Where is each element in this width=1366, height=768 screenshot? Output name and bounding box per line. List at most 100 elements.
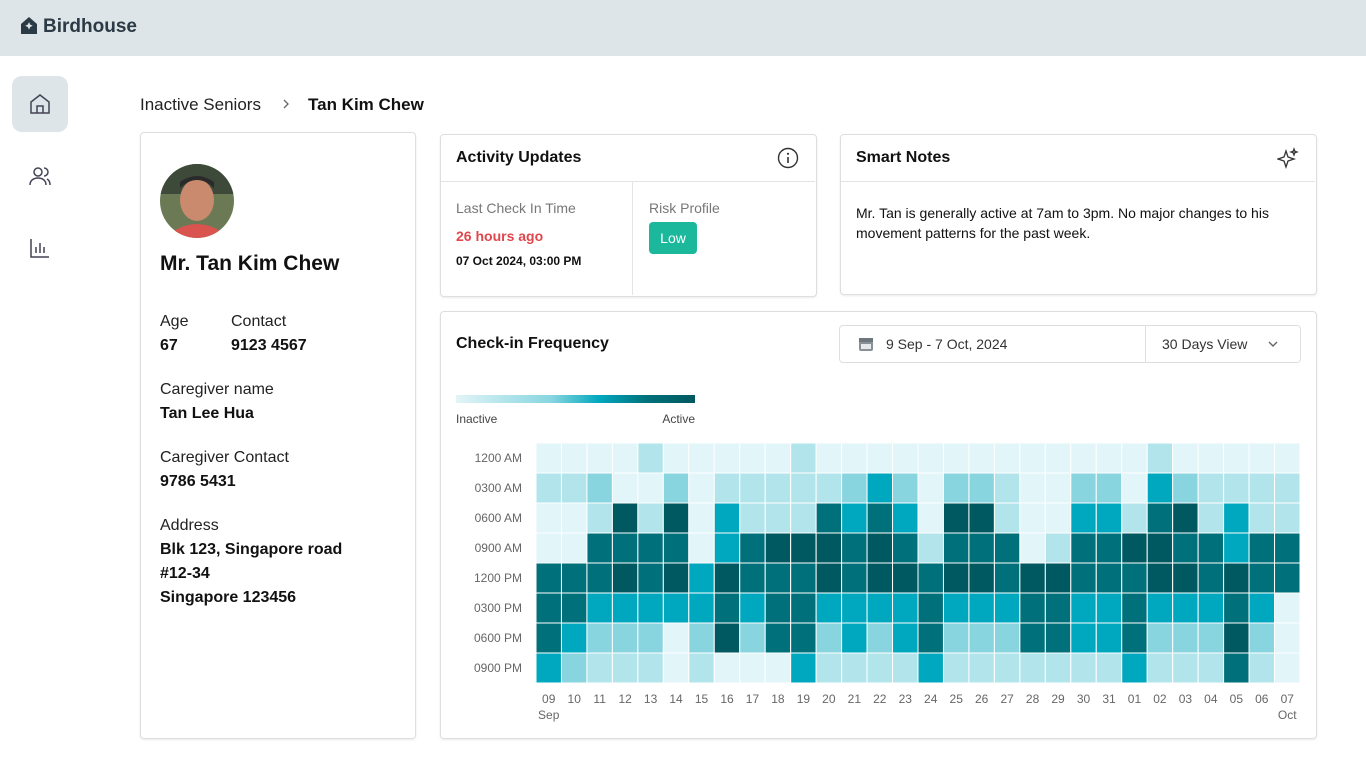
heat-cell xyxy=(1044,622,1072,654)
heat-cell xyxy=(815,652,843,684)
x-tick-label: 20 xyxy=(822,692,836,706)
logo-icon xyxy=(21,17,37,34)
contact: 9123 4567 xyxy=(231,337,307,354)
x-tick-label: 25 xyxy=(950,692,964,706)
heat-cell xyxy=(611,472,639,504)
date-range[interactable]: 9 Sep - 7 Oct, 2024 xyxy=(886,336,1008,352)
nav-people[interactable] xyxy=(28,164,52,188)
calendar-icon[interactable] xyxy=(858,335,874,352)
heat-cell xyxy=(917,652,944,684)
x-tick-label: 26 xyxy=(975,692,989,706)
nav-home-bg[interactable] xyxy=(12,76,68,132)
info-icon[interactable] xyxy=(777,147,799,169)
heat-cell xyxy=(662,472,690,504)
heat-cell xyxy=(815,562,843,594)
heat-cell xyxy=(713,532,741,564)
x-tick-label: 02 xyxy=(1153,692,1167,706)
heat-cell xyxy=(1197,502,1225,534)
y-tick-label: 0600 AM xyxy=(475,511,522,525)
heat-cell xyxy=(1248,562,1276,594)
caregiver-label: Caregiver name xyxy=(160,381,274,398)
chevron-down[interactable] xyxy=(1267,338,1279,350)
heat-cell xyxy=(764,562,792,594)
heat-cell xyxy=(866,442,894,474)
heat-cell xyxy=(790,622,817,654)
heat-cell xyxy=(637,562,664,594)
heat-cell xyxy=(688,622,715,654)
heat-cell xyxy=(1019,472,1046,504)
breadcrumb-parent[interactable]: Inactive Seniors xyxy=(140,95,261,114)
heat-cell xyxy=(662,502,690,534)
heat-cell xyxy=(993,622,1021,654)
caregiver-contact: 9786 5431 xyxy=(160,473,236,490)
heat-cell xyxy=(968,532,995,564)
x-tick-label: 19 xyxy=(797,692,811,706)
heat-cell xyxy=(942,652,970,684)
heat-cell xyxy=(611,592,639,624)
heat-cell xyxy=(942,592,970,624)
heat-cell xyxy=(841,532,868,564)
y-tick-label: 0300 AM xyxy=(475,481,522,495)
heat-cell xyxy=(1248,472,1276,504)
heat-cell xyxy=(993,532,1021,564)
heat-cell xyxy=(1274,562,1301,594)
heat-cell xyxy=(560,652,588,684)
sparkle-icon[interactable] xyxy=(1277,147,1299,169)
heat-cell xyxy=(713,472,741,504)
view-select[interactable]: 30 Days View xyxy=(1162,336,1248,352)
notes-text: Mr. Tan is generally active at 7am to 3p… xyxy=(856,205,1269,241)
heat-cell xyxy=(1197,622,1225,654)
brand[interactable]: Birdhouse xyxy=(43,16,137,37)
heat-cell xyxy=(866,472,894,504)
heat-cell xyxy=(993,442,1021,474)
heat-cell xyxy=(1070,622,1097,654)
heat-cell xyxy=(586,562,613,594)
nav-home[interactable] xyxy=(28,92,52,116)
breadcrumb-sep xyxy=(283,99,289,109)
heat-cell xyxy=(1223,592,1250,624)
heat-cell xyxy=(662,442,690,474)
heat-cell xyxy=(1197,442,1225,474)
heat-cell xyxy=(841,562,868,594)
heat-cell xyxy=(1274,472,1301,504)
last-check-time: 07 Oct 2024, 03:00 PM xyxy=(456,254,582,268)
heat-cell xyxy=(535,562,562,594)
heat-cell xyxy=(917,442,944,474)
heat-cell xyxy=(942,442,970,474)
heat-cell xyxy=(764,532,792,564)
heat-cell xyxy=(535,472,562,504)
heat-cell xyxy=(611,622,639,654)
heat-cell xyxy=(1019,592,1046,624)
chart-title: Check-in Frequency xyxy=(456,335,609,352)
divider xyxy=(1145,326,1146,362)
heat-cell xyxy=(586,502,613,534)
heat-cell xyxy=(815,592,843,624)
heat-cell xyxy=(1019,562,1046,594)
heat-cell xyxy=(637,442,664,474)
heat-cell xyxy=(968,442,995,474)
heat-cell xyxy=(713,652,741,684)
heat-cell xyxy=(1044,442,1072,474)
heat-cell xyxy=(739,472,766,504)
heat-cell xyxy=(739,652,766,684)
heat-cell xyxy=(1146,442,1174,474)
heat-cell xyxy=(535,592,562,624)
x-tick-label: 22 xyxy=(873,692,887,706)
heat-cell xyxy=(1121,442,1148,474)
heat-cell xyxy=(713,502,741,534)
heat-cell xyxy=(917,622,944,654)
x-tick-label: 11 xyxy=(593,692,606,706)
heat-cell xyxy=(1223,442,1250,474)
heat-cell xyxy=(1248,532,1276,564)
heat-cell xyxy=(1070,472,1097,504)
heat-cell xyxy=(1070,562,1097,594)
nav-stats[interactable] xyxy=(28,236,52,260)
heat-cell xyxy=(586,472,613,504)
heat-cell xyxy=(892,442,919,474)
y-tick-label: 1200 PM xyxy=(474,571,522,585)
heat-cell xyxy=(1146,592,1174,624)
contact-label: Contact xyxy=(231,313,287,330)
heat-cell xyxy=(917,532,944,564)
x-tick-label: 16 xyxy=(720,692,734,706)
